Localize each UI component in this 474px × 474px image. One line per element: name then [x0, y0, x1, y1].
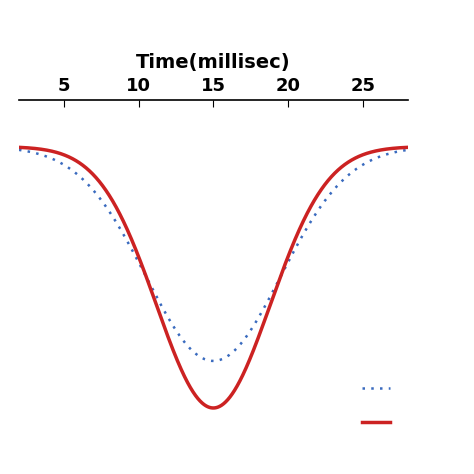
X-axis label: Time(millisec): Time(millisec) — [136, 54, 291, 73]
Legend: , : , — [362, 382, 401, 430]
